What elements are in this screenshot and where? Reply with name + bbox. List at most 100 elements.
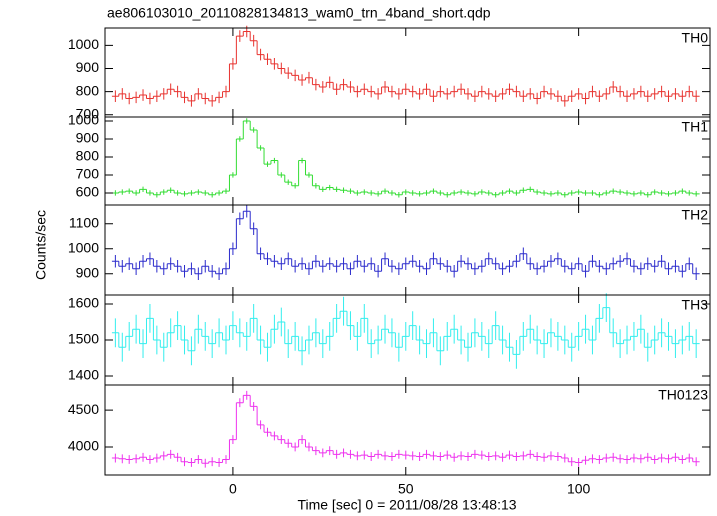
data-step — [533, 189, 541, 195]
panel-label: TH2 — [682, 207, 709, 223]
y-tick-label: 1500 — [68, 331, 99, 347]
data-step — [519, 451, 527, 461]
data-step — [547, 255, 555, 268]
data-step — [326, 76, 334, 89]
data-step — [174, 190, 182, 196]
data-step — [464, 257, 472, 270]
data-step — [457, 325, 465, 355]
data-step — [512, 255, 520, 268]
data-step — [561, 260, 569, 273]
x-tick-label: 100 — [567, 481, 591, 497]
data-step — [208, 192, 216, 198]
data-step — [402, 83, 410, 96]
data-step — [409, 190, 417, 196]
data-step — [333, 260, 341, 273]
data-step — [340, 187, 347, 193]
data-step — [298, 257, 306, 270]
data-step — [319, 81, 327, 93]
data-step — [678, 188, 686, 194]
data-step — [637, 314, 645, 344]
data-step — [374, 88, 382, 100]
data-step — [402, 257, 410, 270]
data-step — [215, 318, 223, 348]
data-step — [132, 454, 140, 464]
data-step — [277, 307, 285, 337]
data-step — [181, 325, 188, 355]
data-step — [201, 190, 209, 196]
data-step — [139, 452, 147, 462]
data-step — [270, 58, 278, 70]
data-step — [153, 453, 161, 463]
data-step — [388, 190, 396, 196]
data-step — [250, 401, 258, 411]
data-step — [443, 450, 451, 460]
data-step — [582, 265, 589, 278]
data-step — [222, 262, 230, 275]
data-step — [526, 186, 534, 193]
data-step — [492, 311, 500, 340]
data-step — [181, 457, 188, 467]
data-step — [423, 329, 430, 358]
data-step — [575, 322, 583, 351]
data-step — [409, 311, 417, 340]
data-step — [284, 67, 292, 79]
data-step — [208, 457, 216, 467]
data-step — [644, 257, 652, 270]
data-step — [153, 90, 161, 102]
data-step — [602, 88, 610, 100]
data-step — [450, 452, 458, 462]
y-tick-label: 1100 — [69, 214, 99, 230]
data-step — [533, 92, 541, 105]
data-step — [436, 257, 444, 270]
data-step — [443, 88, 451, 100]
data-step — [582, 455, 589, 465]
data-step — [436, 452, 444, 461]
data-step — [450, 85, 458, 98]
data-step — [457, 255, 465, 268]
data-step — [464, 332, 472, 362]
data-step — [457, 83, 465, 96]
data-step — [630, 322, 638, 351]
data-step — [616, 85, 624, 98]
data-step — [678, 265, 686, 278]
data-step — [409, 451, 417, 461]
data-step — [367, 329, 375, 358]
data-step — [616, 329, 624, 358]
data-step — [533, 262, 541, 275]
data-step — [174, 85, 182, 98]
data-step — [616, 255, 624, 268]
data-step — [264, 53, 271, 65]
data-step — [160, 332, 168, 362]
data-step — [519, 247, 527, 260]
data-step — [174, 452, 182, 462]
data-step — [575, 257, 583, 270]
data-step — [485, 452, 493, 461]
data-step — [229, 435, 237, 445]
data-step — [201, 260, 209, 273]
data-step — [533, 325, 541, 355]
data-step — [547, 88, 555, 100]
data-step — [464, 88, 472, 100]
y-tick-label: 800 — [76, 82, 100, 98]
data-step — [201, 458, 209, 468]
data-step — [236, 318, 244, 348]
data-step — [229, 311, 237, 340]
y-tick-label: 900 — [76, 130, 100, 146]
data-step — [381, 451, 389, 461]
data-step — [264, 252, 271, 265]
data-step — [160, 451, 168, 461]
data-step — [464, 452, 472, 461]
data-step — [402, 189, 410, 195]
data-step — [512, 190, 520, 196]
data-step — [429, 90, 437, 102]
data-step — [194, 455, 202, 464]
data-step — [506, 188, 513, 194]
data-step — [623, 190, 631, 196]
step-connector — [118, 211, 694, 274]
data-step — [353, 451, 361, 461]
data-step — [554, 452, 562, 461]
data-step — [291, 260, 299, 273]
data-step — [478, 322, 486, 351]
y-tick-label: 1000 — [68, 239, 99, 255]
data-step — [589, 190, 596, 196]
